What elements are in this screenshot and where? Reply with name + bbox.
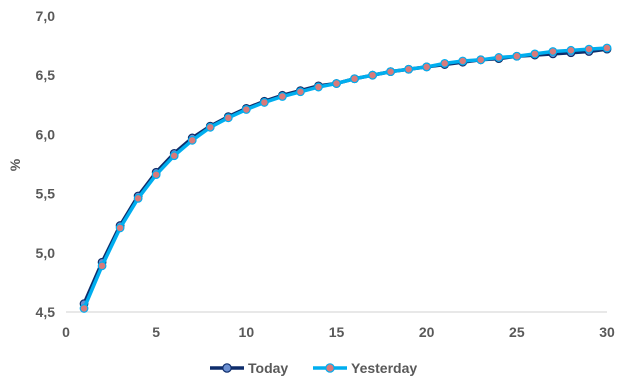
data-point [187, 135, 197, 145]
data-point [133, 193, 143, 203]
data-point [151, 170, 161, 180]
data-point [458, 56, 468, 66]
data-point [422, 62, 432, 72]
data-point [97, 261, 107, 271]
legend-marker [325, 363, 335, 373]
x-tick-label: 15 [329, 324, 345, 340]
data-point [278, 92, 287, 101]
x-tick-label: 5 [152, 324, 160, 340]
data-point [115, 223, 125, 233]
series-yesterday [79, 43, 612, 313]
data-point [494, 53, 504, 62]
legend-label: Today [248, 360, 288, 376]
data-point [296, 87, 305, 97]
data-point [548, 47, 558, 56]
x-tick-labels: 0 5 10 15 20 25 30 [62, 324, 615, 340]
data-point [368, 70, 377, 80]
series-layer [79, 43, 612, 313]
data-point [566, 45, 576, 55]
data-point [241, 105, 251, 114]
data-point [602, 43, 612, 53]
y-tick-label: 4,5 [36, 304, 56, 320]
y-tick-label: 7,0 [36, 8, 56, 24]
x-tick-label: 0 [62, 324, 70, 340]
data-point [440, 58, 450, 68]
x-tick-label: 30 [599, 324, 615, 340]
data-point [332, 79, 341, 88]
data-point [350, 74, 359, 84]
series-line-yesterday [82, 46, 609, 311]
y-tick-label: 6,5 [36, 67, 56, 83]
data-point [512, 51, 522, 61]
x-tick-label: 25 [509, 324, 525, 340]
y-tick-label: 5,5 [36, 186, 56, 202]
y-axis-label: % [7, 158, 23, 171]
data-point [223, 113, 233, 123]
legend-item-yesterday: Yesterday [313, 360, 417, 376]
legend-item-today: Today [210, 360, 288, 376]
y-tick-label: 5,0 [36, 245, 56, 261]
x-tick-label: 10 [239, 324, 255, 340]
legend-label: Yesterday [351, 360, 417, 376]
data-point [169, 151, 179, 161]
legend: Today Yesterday [210, 360, 417, 376]
data-point [404, 64, 414, 74]
data-point [259, 98, 269, 107]
y-tick-label: 6,0 [36, 126, 56, 142]
data-point [386, 67, 396, 77]
series-line-today [82, 47, 609, 306]
x-tick-label: 20 [419, 324, 435, 340]
legend-marker [222, 363, 232, 373]
y-tick-labels: 4,5 5,0 5,5 6,0 6,5 7,0 [36, 8, 56, 320]
data-point [530, 49, 540, 59]
data-point [314, 82, 323, 92]
data-point [584, 44, 594, 54]
data-point [205, 122, 215, 132]
data-point [79, 304, 89, 313]
data-point [476, 55, 486, 65]
